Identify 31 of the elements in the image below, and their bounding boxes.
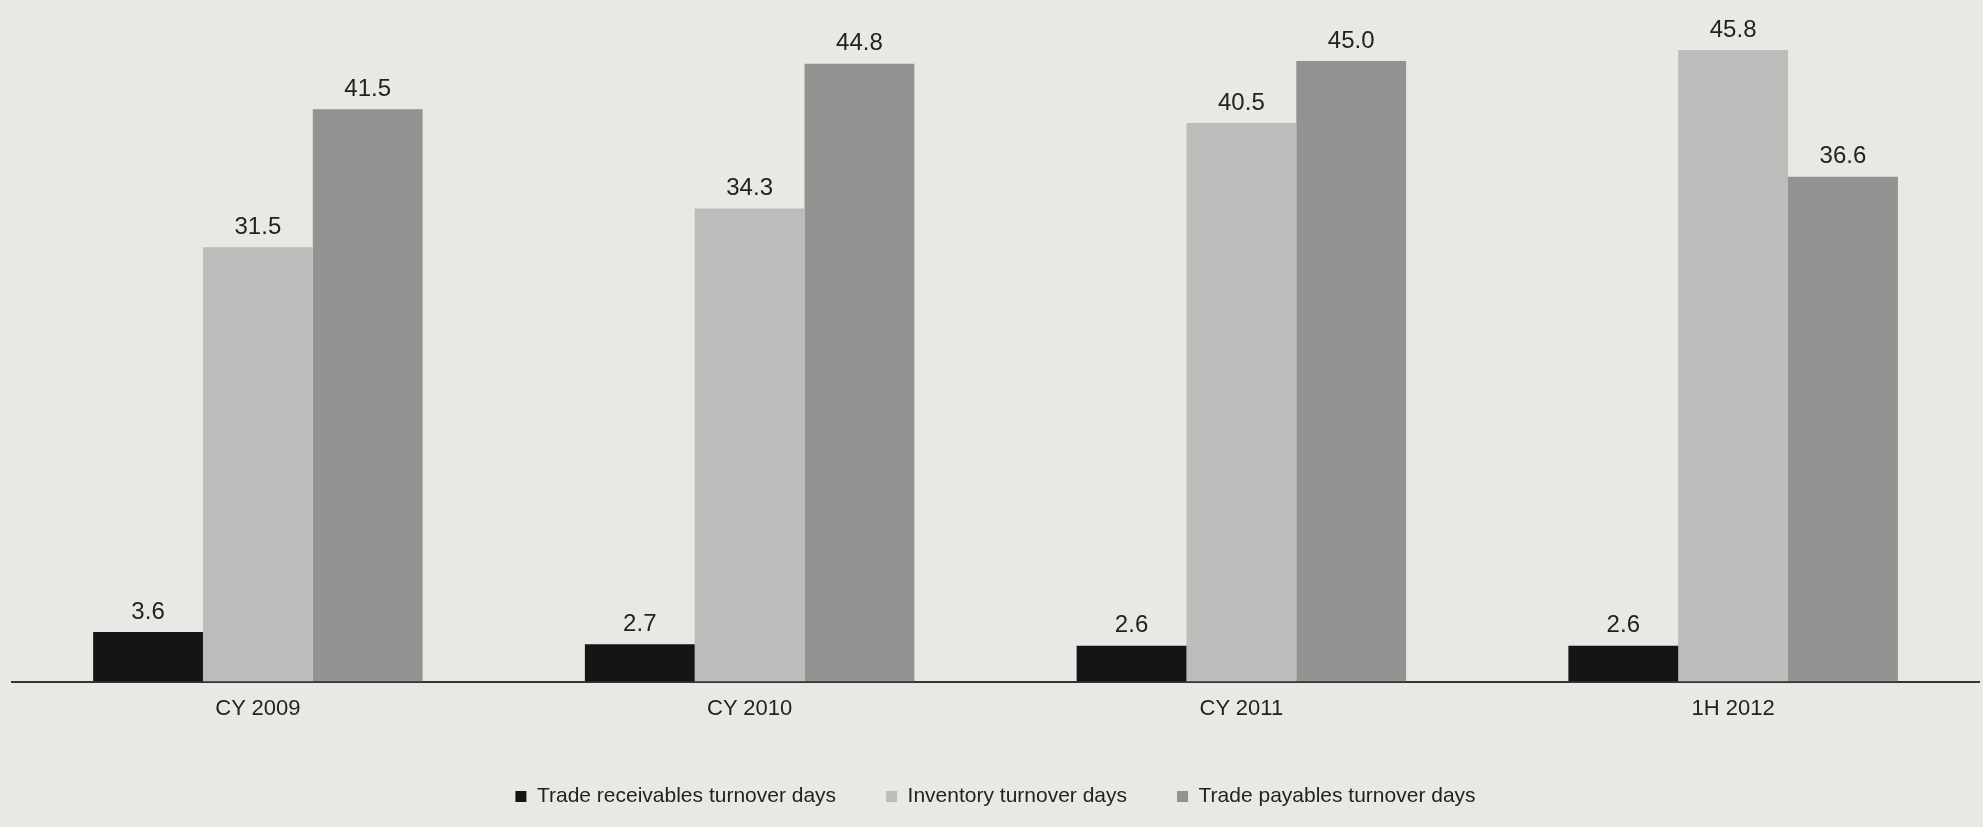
x-tick-label: CY 2011 <box>1199 694 1284 720</box>
data-label: 36.6 <box>1819 141 1867 169</box>
bar <box>1076 645 1187 682</box>
data-label: 45.0 <box>1327 25 1375 53</box>
data-label: 2.6 <box>1114 610 1149 638</box>
bar <box>804 63 915 682</box>
bar <box>1678 50 1789 682</box>
bar <box>584 644 695 682</box>
data-label: 45.8 <box>1709 14 1757 42</box>
bar <box>1788 176 1898 682</box>
data-label: 31.5 <box>234 211 282 239</box>
bar <box>1296 61 1407 682</box>
data-label: 2.6 <box>1606 610 1640 638</box>
legend-label: Trade receivables turnover days <box>536 783 837 807</box>
bar <box>93 631 203 682</box>
data-label: 41.5 <box>344 73 392 101</box>
bar <box>694 208 805 682</box>
bar <box>1186 123 1297 682</box>
data-label: 40.5 <box>1218 87 1265 115</box>
x-tick-label: 1H 2012 <box>1691 694 1775 720</box>
x-tick-label: CY 2009 <box>215 694 301 720</box>
bar <box>312 109 423 682</box>
data-label: 2.7 <box>623 608 657 636</box>
x-tick-label: CY 2010 <box>707 694 793 720</box>
bar <box>1568 645 1679 682</box>
data-label: 44.8 <box>836 28 883 56</box>
data-label: 34.3 <box>726 173 773 201</box>
data-label: 3.6 <box>131 596 165 624</box>
legend-label: Trade payables turnover days <box>1198 783 1476 807</box>
bar <box>202 247 313 682</box>
legend-label: Inventory turnover days <box>907 783 1128 807</box>
